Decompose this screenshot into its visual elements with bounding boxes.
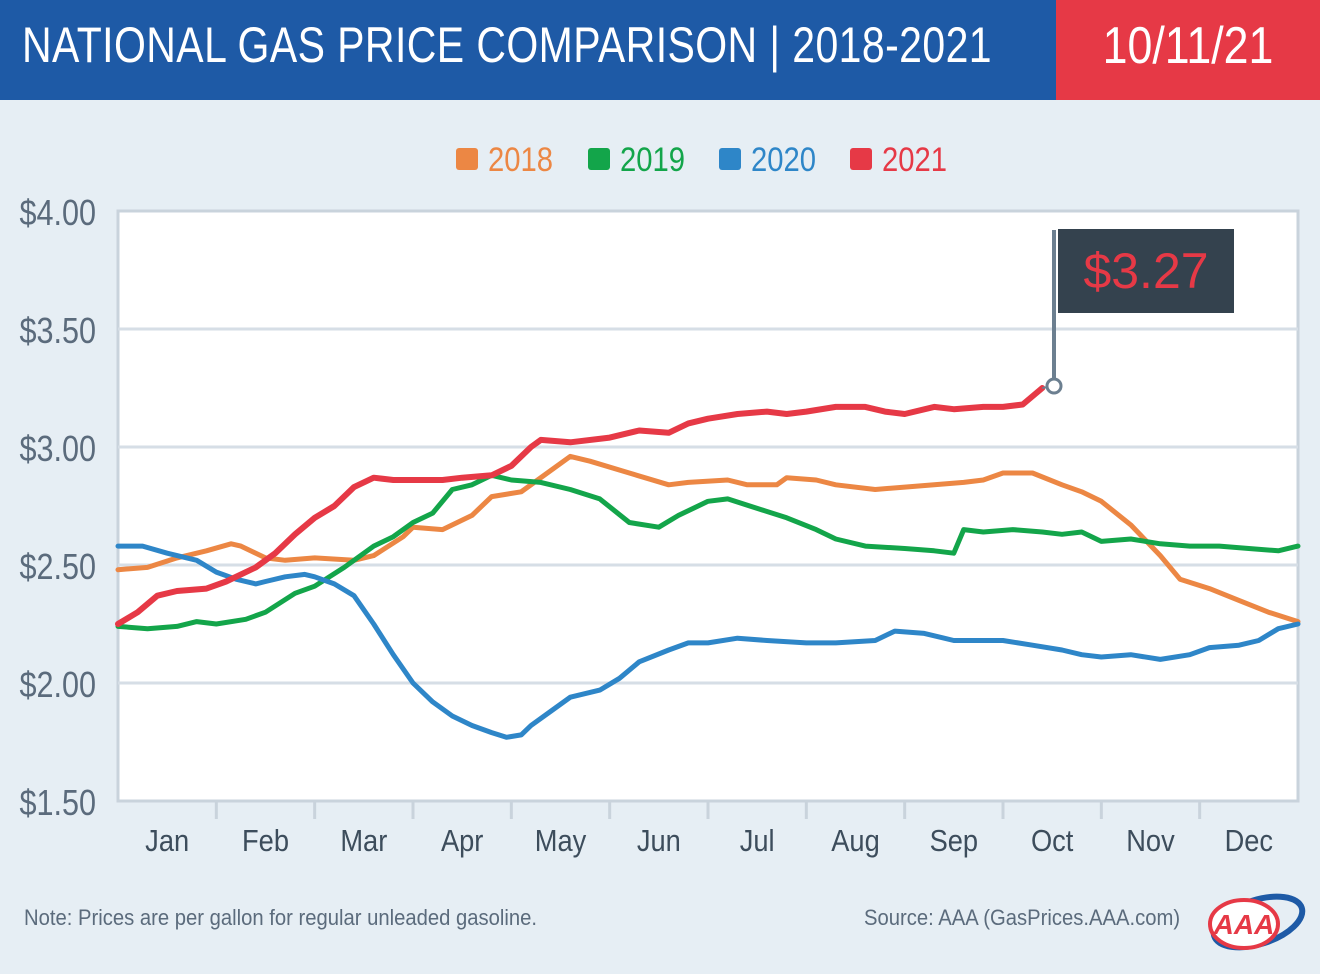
callout-price: $3.27: [1083, 243, 1208, 299]
legend-swatch-2019: [588, 148, 610, 170]
price-callout: $3.27: [1042, 229, 1234, 395]
x-axis: Jan Feb Mar Apr May Jun Jul Aug Sep Oct Nov Dec: [145, 801, 1273, 858]
x-tick-label: Jan: [145, 824, 189, 858]
legend-label-2018: 2018: [488, 140, 553, 179]
line-chart: 2018 2019 2020 2021 $4.00 $3.50 $3.00 $2.50 $2.…: [19, 140, 1301, 858]
legend-swatch-2020: [719, 148, 741, 170]
chart-container: 2018 2019 2020 2021 $4.00 $3.50 $3.00 $2.50 $2.…: [0, 100, 1320, 880]
date-bar: 10/11/21: [1056, 0, 1320, 100]
aaa-logo: AAA: [1208, 893, 1306, 951]
x-tick-label: Sep: [930, 824, 979, 858]
x-tick-label: Jun: [637, 824, 681, 858]
x-tick-label: Mar: [340, 824, 387, 858]
date-label: 10/11/21: [1102, 17, 1274, 75]
y-tick-label: $4.00: [19, 194, 96, 234]
x-tick-label: Nov: [1126, 824, 1175, 858]
x-tick-label: Aug: [831, 824, 880, 858]
footnote: Note: Prices are per gallon for regular …: [24, 905, 538, 930]
legend-label-2021: 2021: [882, 140, 947, 179]
y-tick-label: $1.50: [19, 784, 96, 824]
legend-swatch-2018: [456, 148, 478, 170]
y-tick-label: $2.50: [19, 548, 96, 588]
legend-swatch-2021: [850, 148, 872, 170]
x-tick-label: Jul: [740, 824, 775, 858]
grid-lines: [118, 327, 1298, 685]
y-tick-label: $2.00: [19, 666, 96, 706]
legend-label-2020: 2020: [751, 140, 816, 179]
y-tick-label: $3.50: [19, 312, 96, 352]
series-line-2018: [115, 453, 1301, 625]
aaa-logo-text: AAA: [1213, 909, 1275, 940]
series-line-2020: [115, 543, 1301, 740]
x-tick-label: Feb: [242, 824, 289, 858]
series-lines: [115, 385, 1301, 740]
y-tick-label: $3.00: [19, 430, 96, 470]
series-line-2019: [115, 472, 1301, 632]
series-line-2021: [115, 385, 1046, 627]
legend-label-2019: 2019: [620, 140, 685, 179]
x-tick-label: Dec: [1225, 824, 1273, 858]
title-bar: NATIONAL GAS PRICE COMPARISON | 2018-202…: [0, 0, 1056, 100]
header: NATIONAL GAS PRICE COMPARISON | 2018-202…: [0, 0, 1320, 100]
y-axis: $4.00 $3.50 $3.00 $2.50 $2.00 $1.50: [19, 194, 96, 824]
page-title: NATIONAL GAS PRICE COMPARISON | 2018-202…: [22, 17, 993, 73]
x-tick-label: Oct: [1031, 824, 1073, 858]
source-credit: Source: AAA (GasPrices.AAA.com): [864, 905, 1181, 930]
callout-marker: [1045, 377, 1063, 395]
chart-legend: 2018 2019 2020 2021: [456, 140, 947, 179]
x-tick-label: Apr: [441, 824, 484, 858]
callout-box: [1058, 229, 1234, 313]
aaa-logo-oval: [1208, 898, 1280, 950]
x-tick-label: May: [535, 824, 587, 858]
